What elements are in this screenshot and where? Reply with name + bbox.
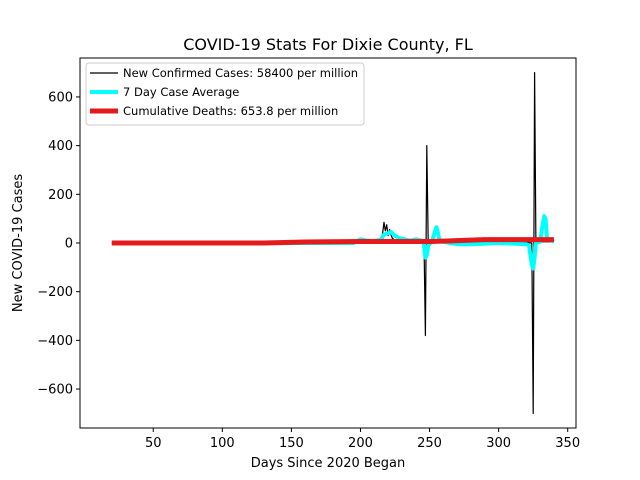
legend-label-7day-average: 7 Day Case Average <box>123 85 239 99</box>
y-tick-label: 200 <box>48 188 73 203</box>
y-tick-label: 600 <box>48 90 73 105</box>
legend: New Confirmed Cases: 58400 per million 7… <box>85 62 365 126</box>
chart-title: COVID-19 Stats For Dixie County, FL <box>183 35 473 54</box>
legend-label-cumulative-deaths: Cumulative Deaths: 653.8 per million <box>123 104 338 118</box>
x-tick-label: 350 <box>555 436 580 451</box>
y-tick-label: −400 <box>37 334 73 349</box>
series-line-1 <box>111 214 555 271</box>
y-tick-label: −200 <box>37 285 73 300</box>
y-tick-label: −600 <box>37 383 73 398</box>
y-tick-label: 400 <box>48 139 73 154</box>
x-axis-title: Days Since 2020 Began <box>251 456 406 471</box>
legend-label-new-cases: New Confirmed Cases: 58400 per million <box>123 66 358 80</box>
x-tick-label: 150 <box>279 436 304 451</box>
y-axis-title: New COVID-19 Cases <box>11 174 26 312</box>
y-tick-label: 0 <box>65 237 73 252</box>
legend-box <box>85 62 365 126</box>
series-line-2 <box>111 237 554 246</box>
x-axis: 50 100 150 200 250 300 350 <box>145 428 580 451</box>
y-axis: −600 −400 −200 0 200 400 600 <box>37 90 80 398</box>
x-tick-label: 250 <box>417 436 442 451</box>
x-tick-label: 100 <box>210 436 235 451</box>
x-tick-label: 300 <box>486 436 511 451</box>
x-tick-label: 200 <box>348 436 373 451</box>
plot-series <box>111 71 555 414</box>
x-tick-label: 50 <box>145 436 162 451</box>
